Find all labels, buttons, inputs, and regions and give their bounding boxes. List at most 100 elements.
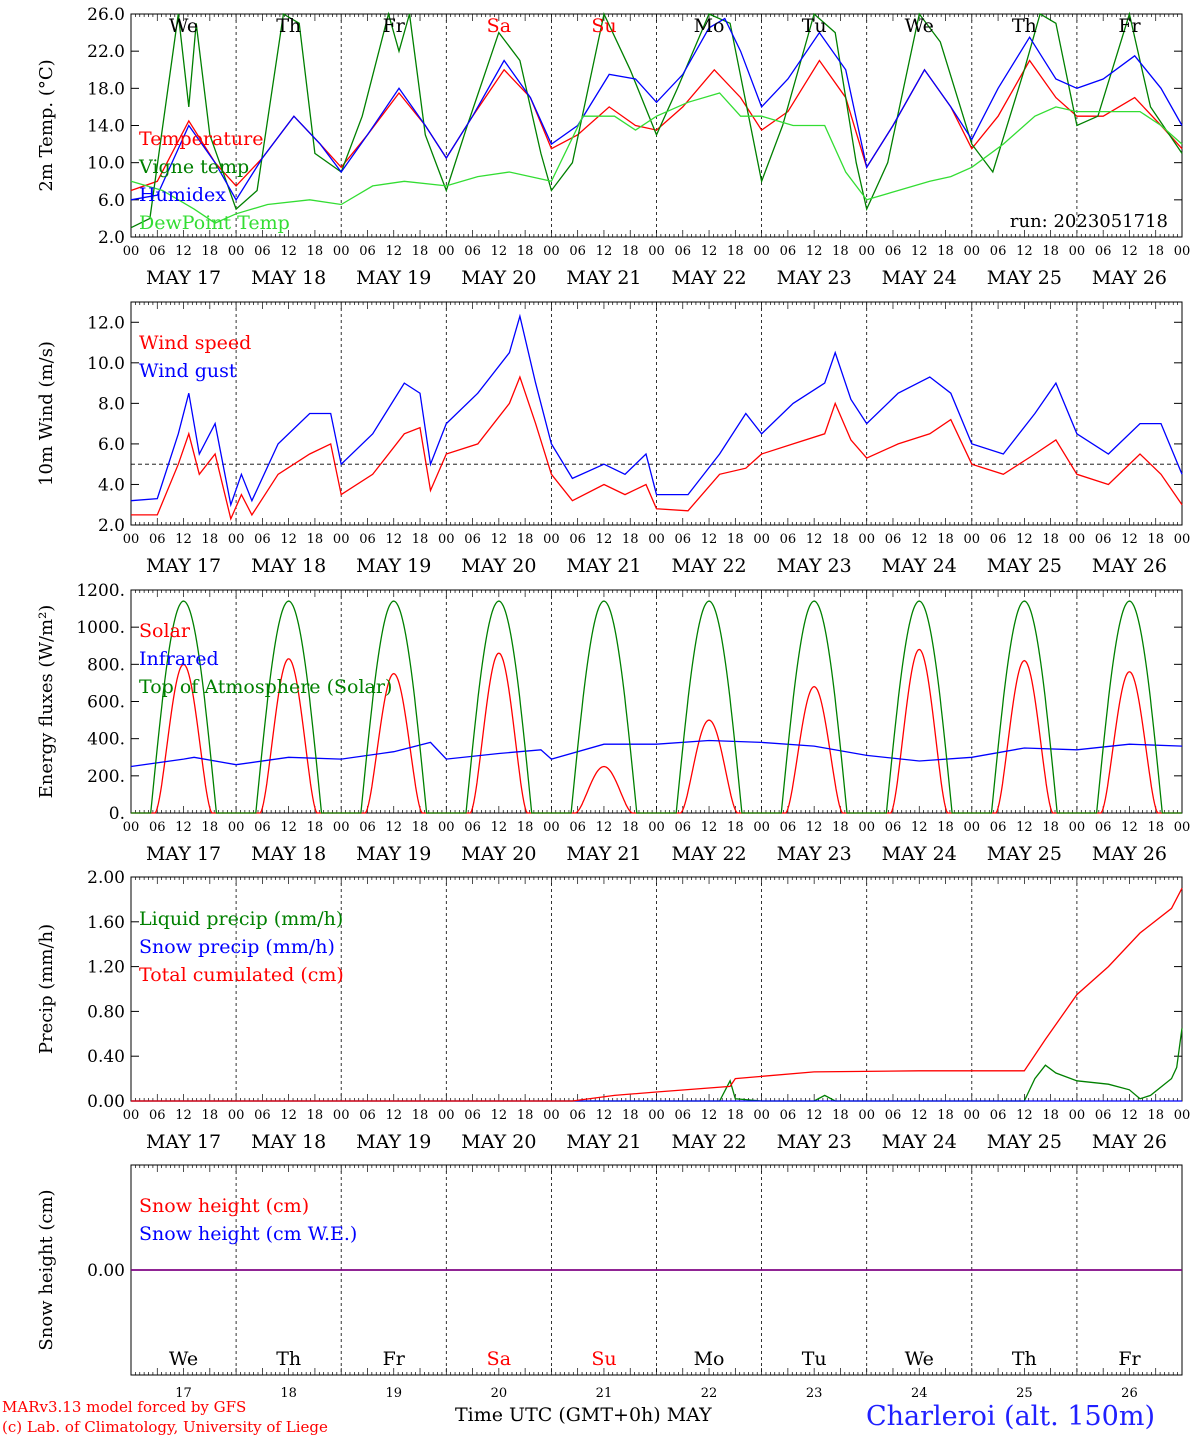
hour-tick-label: 18 (622, 244, 639, 259)
legend-entry: Snow height (cm) (139, 1195, 309, 1217)
hour-tick-label: 12 (385, 1108, 402, 1123)
hour-tick-label: 00 (648, 820, 665, 835)
hour-tick-label: 06 (149, 1108, 166, 1123)
weekday-label: Tu (802, 15, 827, 37)
legend-entry: Solar (139, 620, 191, 642)
date-label: MAY 18 (251, 555, 326, 577)
weekday-label: Mo (694, 15, 725, 37)
hour-tick-label: 12 (280, 820, 297, 835)
date-label: MAY 24 (882, 267, 957, 289)
x-axis-label: Time UTC (GMT+0h) MAY (455, 1404, 712, 1426)
y-tick-label: 0.00 (87, 1092, 125, 1112)
hour-tick-label: 00 (1174, 532, 1191, 547)
y-tick-label: 22.0 (87, 42, 125, 62)
hour-tick-label: 00 (543, 244, 560, 259)
panel-2: 2.0 4.0 6.0 8.0 10.0 12.0 10m Wind (m/s) Wind s… (36, 301, 1191, 577)
hour-tick-label: 06 (464, 820, 481, 835)
hour-tick-label: 12 (1016, 820, 1033, 835)
date-label: MAY 22 (671, 555, 746, 577)
hour-tick-label: 12 (806, 820, 823, 835)
date-label: MAY 21 (566, 843, 641, 865)
y-tick-label: 2.0 (98, 516, 125, 536)
hour-tick-label: 18 (937, 244, 954, 259)
hour-tick-label: 18 (622, 532, 639, 547)
hour-tick-label: 06 (1095, 1108, 1112, 1123)
hour-tick-label: 06 (675, 244, 692, 259)
hour-tick-label: 00 (858, 532, 875, 547)
hour-tick-label: 18 (937, 532, 954, 547)
date-label: MAY 22 (671, 1131, 746, 1153)
hour-tick-label: 18 (412, 532, 429, 547)
hour-tick-label: 00 (858, 244, 875, 259)
series-line (130, 313, 1183, 508)
y-tick-label: 10.0 (87, 154, 125, 174)
hour-tick-label: 12 (175, 532, 192, 547)
hour-tick-label: 12 (491, 1108, 508, 1123)
hour-tick-label: 18 (307, 820, 324, 835)
weekday-label: Th (1012, 1348, 1037, 1370)
hour-tick-label: 06 (149, 532, 166, 547)
hour-tick-label: 18 (1147, 1108, 1164, 1123)
hour-tick-label: 00 (753, 532, 770, 547)
day-number-label: 20 (491, 1386, 508, 1401)
panel-3: 0. 200. 400. 600. 800. 1000. 1200. Energy fluxe… (36, 581, 1190, 865)
y-tick-label: 0.00 (87, 1261, 125, 1281)
hour-tick-label: 12 (1121, 1108, 1138, 1123)
hour-tick-label: 00 (123, 244, 140, 259)
legend-entry: DewPoint Temp (139, 212, 290, 234)
hour-tick-label: 18 (412, 820, 429, 835)
day-number-label: 23 (806, 1386, 823, 1401)
hour-tick-label: 00 (1069, 244, 1086, 259)
hour-tick-label: 06 (254, 1108, 271, 1123)
series-line (131, 375, 1183, 521)
hour-tick-label: 18 (517, 820, 534, 835)
hour-tick-label: 06 (885, 820, 902, 835)
legend-entry: Humidex (139, 184, 226, 206)
y-tick-label: 0.40 (87, 1047, 125, 1067)
hour-tick-label: 00 (858, 1108, 875, 1123)
day-number-label: 18 (280, 1386, 297, 1401)
series-line (131, 887, 1183, 1102)
weekday-label: Fr (1118, 15, 1141, 37)
y-tick-label: 800. (87, 655, 125, 675)
hour-tick-label: 18 (202, 820, 219, 835)
date-label: MAY 24 (882, 1131, 957, 1153)
hour-tick-label: 06 (464, 244, 481, 259)
hour-tick-label: 00 (333, 1108, 350, 1123)
y-tick-label: 1.20 (87, 958, 125, 978)
date-label: MAY 22 (671, 267, 746, 289)
date-label: MAY 23 (777, 843, 852, 865)
legend-entry: Wind gust (139, 360, 237, 382)
date-label: MAY 18 (251, 267, 326, 289)
hour-tick-label: 18 (202, 244, 219, 259)
hour-tick-label: 12 (491, 532, 508, 547)
hour-tick-label: 00 (1174, 1108, 1191, 1123)
date-label: MAY 21 (566, 1131, 641, 1153)
weekday-label: We (169, 15, 198, 37)
hour-tick-label: 00 (228, 532, 245, 547)
hour-tick-label: 12 (806, 1108, 823, 1123)
hour-tick-label: 06 (464, 532, 481, 547)
legend-entry: Total cumulated (cm) (139, 964, 344, 986)
hour-tick-label: 18 (412, 244, 429, 259)
y-tick-label: 26.0 (87, 5, 125, 25)
hour-tick-label: 18 (622, 820, 639, 835)
hour-tick-label: 18 (517, 532, 534, 547)
hour-tick-label: 06 (1095, 244, 1112, 259)
date-label: MAY 26 (1092, 267, 1167, 289)
date-label: MAY 19 (356, 1131, 431, 1153)
date-label: MAY 18 (251, 1131, 326, 1153)
hour-tick-label: 12 (175, 244, 192, 259)
legend-entry: Infrared (139, 648, 219, 670)
hour-tick-label: 18 (412, 1108, 429, 1123)
hour-tick-label: 18 (1042, 244, 1059, 259)
hour-tick-label: 06 (359, 820, 376, 835)
date-label: MAY 26 (1092, 555, 1167, 577)
hour-tick-label: 00 (228, 820, 245, 835)
hour-tick-label: 00 (228, 1108, 245, 1123)
weekday-label: Su (591, 1348, 616, 1370)
hour-tick-label: 12 (596, 532, 613, 547)
hour-tick-label: 06 (569, 244, 586, 259)
hour-tick-label: 06 (780, 1108, 797, 1123)
hour-tick-label: 00 (438, 244, 455, 259)
